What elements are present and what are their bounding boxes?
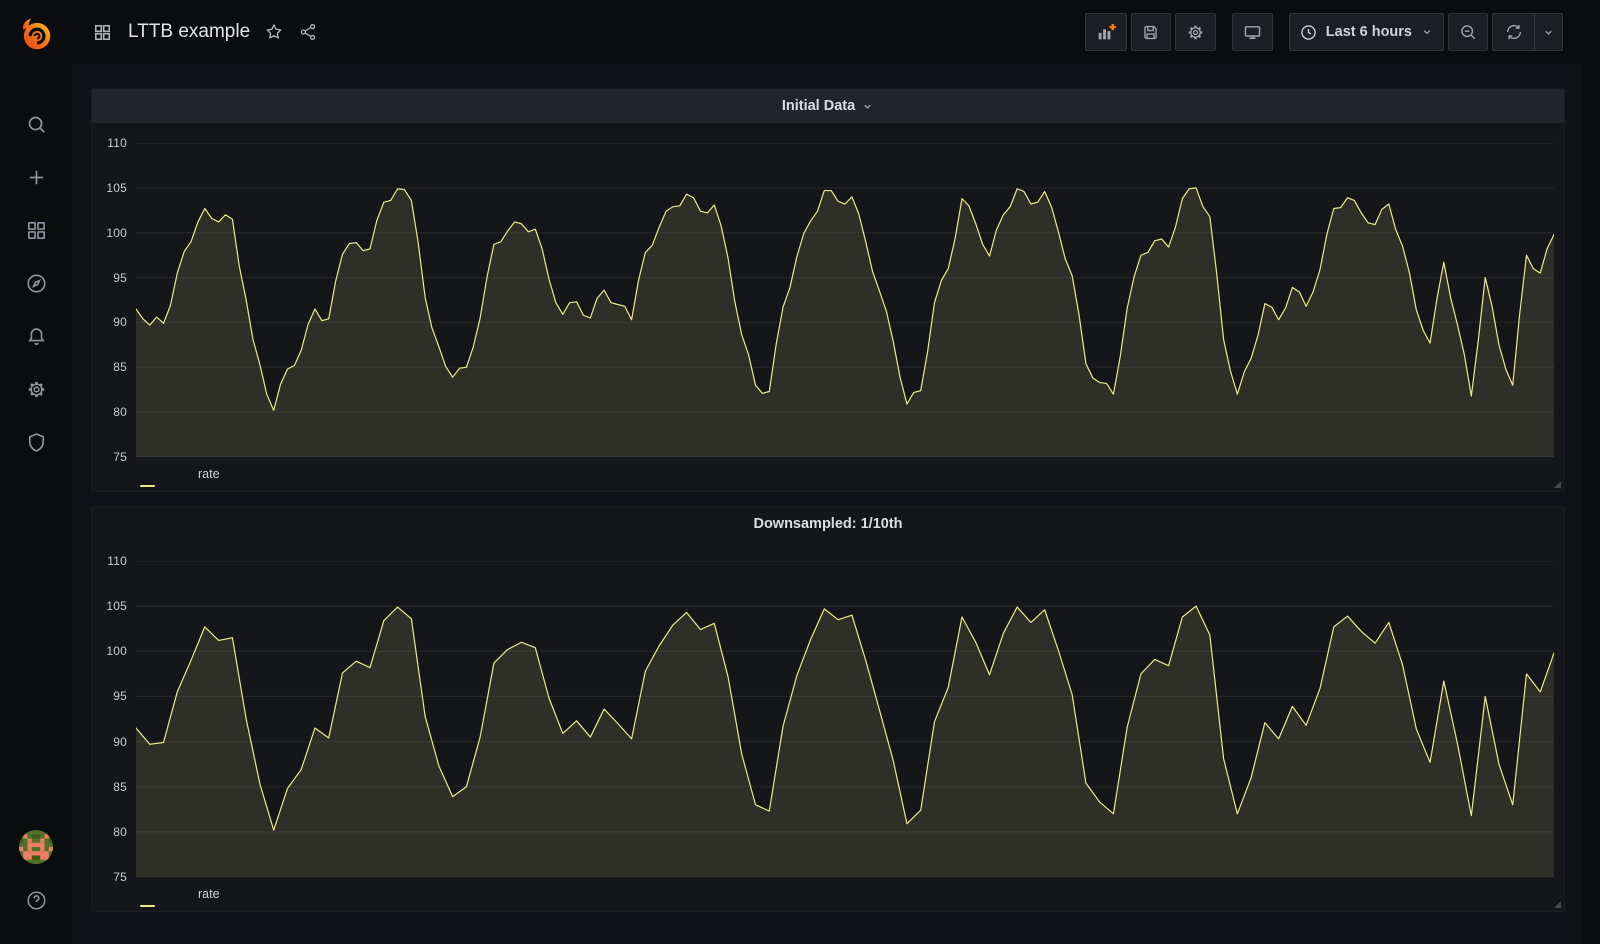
y-tick-label: 95 [113,270,127,285]
refresh-icon [1506,24,1521,40]
save-floppy-icon [1144,25,1157,39]
explore-compass-icon [26,273,46,293]
main-area: LTTB example [72,0,1600,944]
share-dashboard-button[interactable] [298,22,318,42]
clock-icon [1301,24,1316,40]
y-tick-label: 100 [106,225,127,240]
legend-series-label[interactable]: rate [198,887,220,901]
chevron-down-icon [1423,30,1431,35]
y-axis: 75 80 85 90 95 100 105 110 [92,136,136,464]
y-tick-label: 85 [113,779,127,794]
y-tick-label: 100 [106,644,127,659]
y-tick-label: 75 [113,450,127,464]
panel-title-text: Downsampled: 1/10th [753,516,903,532]
time-series-plot[interactable] [136,561,1554,877]
legend-series-swatch [140,905,155,907]
legend: rate [92,457,1564,491]
help-question-icon [26,890,46,910]
series-area-fill [136,606,1554,877]
y-tick-label: 90 [113,315,127,330]
chevron-down-icon [1545,30,1552,35]
sidebar-item-explore[interactable] [16,263,56,303]
y-tick-label: 85 [113,360,127,375]
zoom-out-icon [1461,25,1476,40]
panel-initial-data: Initial Data 75 80 85 90 95 100 105 110 rate [91,88,1565,492]
time-range-picker[interactable]: Last 6 hours [1288,13,1444,51]
y-tick-label: 80 [113,405,127,420]
scrollbar-gutter[interactable] [1582,0,1600,944]
sidebar-item-search[interactable] [16,104,56,144]
dashboard-settings-button[interactable] [1174,13,1216,51]
panel-menu-chevron-icon [864,104,871,109]
refresh-button-group [1492,13,1563,51]
add-panel-button[interactable] [1084,13,1127,51]
sidebar-item-dashboards[interactable] [16,210,56,250]
cycle-view-mode-button[interactable] [1231,13,1273,51]
dashboards-grid-icon [27,221,45,239]
series-area-fill [136,187,1554,457]
navbar-toolbar: Last 6 hours [1084,13,1563,51]
sidebar-item-server-admin[interactable] [16,422,56,462]
y-tick-label: 110 [107,554,127,568]
grafana-flame-icon [22,18,51,50]
panel-title-initial-data[interactable]: Initial Data [92,89,1564,123]
star-icon [266,24,282,39]
top-navbar: LTTB example [72,0,1600,64]
series-line [136,606,1554,830]
settings-gear-icon [1188,25,1203,39]
series-line [136,188,1554,410]
y-axis: 75 80 85 90 95 100 105 110 [92,554,136,884]
sidebar-item-alerting[interactable] [16,316,56,356]
dashboard-grid-icon [93,23,112,42]
add-panel-chart-plus-icon [1098,23,1116,40]
y-tick-label: 105 [106,599,127,614]
configuration-gear-icon [28,381,44,397]
time-series-plot[interactable] [136,143,1554,457]
sidebar-item-configuration[interactable] [16,369,56,409]
y-tick-label: 95 [113,689,127,704]
sidebar-item-help[interactable] [16,880,56,920]
chart-downsampled: 75 80 85 90 95 100 105 110 [92,541,1564,884]
plus-icon [29,170,43,184]
legend-series-label[interactable]: rate [198,467,220,481]
tv-monitor-icon [1244,25,1261,39]
dashboard-grid-icon [94,24,111,40]
user-avatar[interactable] [19,830,53,864]
y-tick-label: 80 [113,824,127,839]
save-dashboard-button[interactable] [1130,13,1171,51]
sidebar-bottom [16,830,56,920]
share-icon [300,23,316,41]
refresh-interval-dropdown[interactable] [1535,14,1562,50]
sidebar-nav [16,104,56,462]
legend: rate [92,877,1564,911]
panel-downsampled: Downsampled: 1/10th 75 80 85 90 95 100 105 110 … [91,506,1565,912]
refresh-button[interactable] [1493,14,1535,50]
time-range-label: Last 6 hours [1325,24,1412,40]
star-dashboard-button[interactable] [264,22,284,42]
sidebar [0,0,72,944]
y-tick-label: 105 [106,180,127,195]
admin-shield-icon [28,432,44,452]
sidebar-item-create[interactable] [16,157,56,197]
navbar-left: LTTB example [93,21,318,43]
chart-initial-data: 75 80 85 90 95 100 105 110 [92,123,1564,464]
grafana-logo[interactable] [14,12,58,56]
zoom-out-button[interactable] [1448,13,1488,51]
legend-series-swatch [140,485,155,487]
y-tick-label: 75 [113,870,127,884]
avatar-pixel-art [19,830,53,864]
y-tick-label: 110 [107,136,127,150]
search-icon [28,116,45,133]
dashboard-grid: Initial Data 75 80 85 90 95 100 105 110 rate [91,88,1565,912]
panel-title-downsampled[interactable]: Downsampled: 1/10th [92,507,1564,541]
alerting-bell-icon [27,327,45,345]
dashboard-title[interactable]: LTTB example [128,21,251,42]
panel-title-text: Initial Data [781,98,856,114]
y-tick-label: 90 [113,734,127,749]
